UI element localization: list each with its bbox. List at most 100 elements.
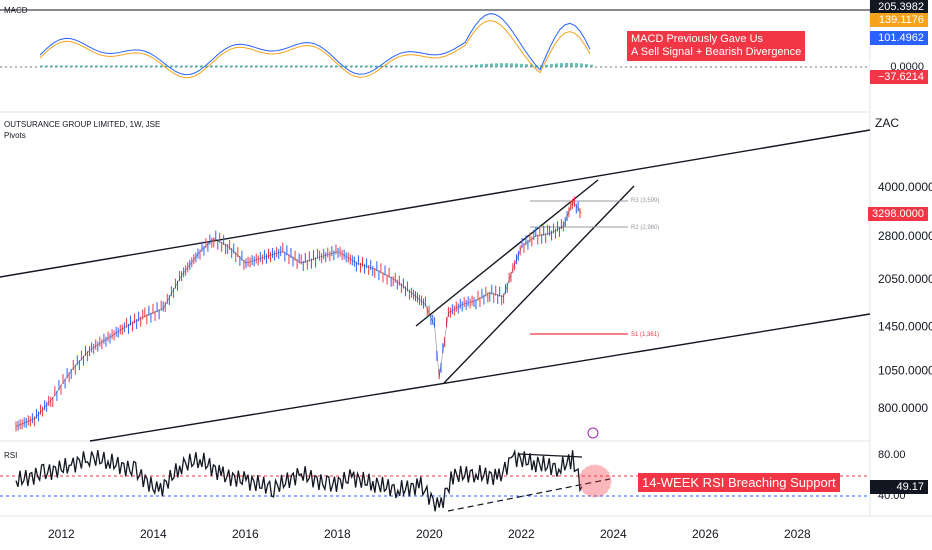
macd-histogram-bar [175,65,178,67]
macd-histogram-bar [180,65,183,67]
macd-histogram-bar [270,65,273,67]
event-marker-icon [587,427,599,439]
macd-histogram-bar [370,65,373,67]
macd-histogram-bar [165,65,168,67]
macd-histogram-bar [345,65,348,67]
macd-histogram-bar [275,65,278,67]
macd-histogram-bar [245,65,248,67]
price-tick-label: 1050.0000 [878,364,932,378]
rsi-support-line [447,478,611,512]
macd-histogram-bar [350,65,353,67]
macd-histogram-bar [215,65,218,67]
price-tick-label: 2800.0000 [878,229,932,243]
rsi-line [15,448,583,512]
macd-histogram-bar [550,64,553,67]
macd-histogram-bar [310,65,313,67]
macd-histogram-bar [225,65,228,67]
time-tick-label: 2026 [692,527,719,541]
macd-histogram-bar [385,65,388,67]
macd-histogram-bar [425,65,428,67]
time-tick-label: 2028 [784,527,811,541]
macd-histogram-bar [365,65,368,67]
macd-histogram-bar [95,65,98,67]
macd-histogram-bar [55,65,58,67]
macd-histogram-bar [540,65,543,67]
time-tick-label: 2012 [48,527,75,541]
macd-histogram-bar [190,65,193,67]
time-tick-label: 2024 [600,527,627,541]
macd-histogram-bar [570,62,573,67]
macd-histogram-bar [320,65,323,67]
macd-histogram-bar [515,63,518,67]
macd-histogram-bar [490,63,493,67]
macd-histogram-bar [555,63,558,67]
macd-histogram-bar [530,64,533,67]
macd-histogram-bar [205,65,208,67]
macd-histogram-bar [560,63,563,67]
macd-histogram-bar [410,65,413,67]
macd-histogram-bar [135,65,138,67]
macd-histogram-bar [195,65,198,67]
macd-histogram-bar [105,65,108,67]
macd-histogram-bar [290,65,293,67]
macd-histogram-bar [495,63,498,67]
macd-histogram-bar [50,65,53,67]
macd-histogram-bar [575,63,578,67]
macd-histogram-bar [480,64,483,67]
macd-signal-tag: 139.1176 [870,13,928,27]
macd-histogram-bar [265,65,268,67]
price-tick-label: 4000.0000 [878,180,932,194]
pivot-r2-label: R2 (2,980) [631,225,660,231]
macd-annotation-line2: A Sell Signal + Bearish Divergence [631,46,802,58]
macd-histogram-bar [285,65,288,67]
macd-histogram-bar [590,64,593,67]
time-tick-label: 2022 [508,527,535,541]
macd-histogram-bar [185,65,188,67]
macd-histogram-bar [305,65,308,67]
macd-histogram-bar [150,65,153,67]
macd-histogram-bar [475,64,478,67]
macd-histogram-bar [100,65,103,67]
macd-histogram-bar [260,65,263,67]
currency-label: ZAC [875,116,899,130]
macd-histogram-bar [300,65,303,67]
price-tick-label: 1450.0000 [878,319,932,333]
macd-top-tag: 205.3982 [870,0,928,14]
macd-histogram-bar [240,65,243,67]
rsi-panel-label: RSI [4,451,18,460]
channel-lower-line [89,313,871,442]
macd-histogram-bar [40,65,43,67]
macd-histogram-bar [505,63,508,67]
rsi-divergence-line [518,453,583,458]
macd-histogram-bar [465,65,468,67]
macd-histogram-bar [360,65,363,67]
macd-histogram-bar [145,65,148,67]
macd-histogram-bar [230,65,233,67]
macd-histogram-bar [255,65,258,67]
macd-histogram-bar [170,65,173,67]
macd-histogram-bar [120,65,123,67]
macd-histogram-bar [580,63,583,67]
macd-histogram-bar [140,65,143,67]
macd-histogram-bar [85,65,88,67]
macd-histogram-bar [420,65,423,67]
macd-histogram-bar [125,65,128,67]
macd-histogram-bar [400,65,403,67]
macd-line-tag: 101.4962 [870,31,928,45]
time-tick-label: 2020 [416,527,443,541]
macd-histogram-bar [375,65,378,67]
pivot-s1-label: S1 (1,361) [631,332,660,338]
pivots-label: Pivots [4,131,26,140]
macd-histogram-bar [70,65,73,67]
macd-histogram-bar [520,63,523,67]
macd-histogram-bar [235,65,238,67]
macd-histogram-bar [210,65,213,67]
time-tick-label: 2014 [140,527,167,541]
macd-histogram-bar [155,65,158,67]
macd-histogram-bar [395,65,398,67]
macd-histogram-bar [565,62,568,67]
time-tick-label: 2018 [324,527,351,541]
macd-histogram-bar [440,65,443,67]
macd-histogram-bar [545,64,548,67]
